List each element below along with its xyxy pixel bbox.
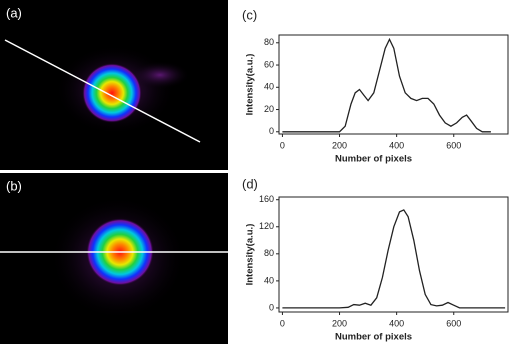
y-tick-label: 80 bbox=[264, 248, 274, 258]
y-axis-label: Intensity(a.u.) bbox=[245, 224, 256, 286]
x-tick-label: 0 bbox=[280, 318, 285, 328]
x-tick-label: 0 bbox=[280, 140, 285, 150]
image-b: (b) bbox=[0, 173, 228, 344]
y-tick-label: 80 bbox=[264, 37, 274, 47]
image-a: (a) bbox=[0, 0, 228, 170]
x-tick-label: 600 bbox=[446, 318, 461, 328]
x-tick-label: 600 bbox=[446, 140, 461, 150]
panel-label: (b) bbox=[6, 178, 22, 193]
y-tick-label: 0 bbox=[269, 302, 274, 312]
x-tick-label: 400 bbox=[389, 318, 404, 328]
panel-label: (c) bbox=[242, 7, 257, 22]
y-tick-label: 40 bbox=[264, 82, 274, 92]
data-line bbox=[282, 37, 491, 133]
x-tick-label: 200 bbox=[332, 318, 347, 328]
x-tick-label: 200 bbox=[332, 140, 347, 150]
data-line bbox=[282, 209, 506, 309]
panel-label: (d) bbox=[242, 176, 258, 191]
y-tick-label: 0 bbox=[269, 126, 274, 136]
y-tick-label: 120 bbox=[259, 221, 274, 231]
x-axis-label: Number of pixels bbox=[335, 332, 412, 343]
x-tick-label: 400 bbox=[389, 140, 404, 150]
y-tick-label: 40 bbox=[264, 275, 274, 285]
y-tick-label: 160 bbox=[259, 194, 274, 204]
y-tick-label: 60 bbox=[264, 59, 274, 69]
y-axis-label: Intensity(a.u.) bbox=[245, 54, 256, 116]
panel-label: (a) bbox=[6, 5, 22, 20]
plot-frame bbox=[278, 34, 509, 135]
y-tick-label: 20 bbox=[264, 104, 274, 114]
x-axis-label: Number of pixels bbox=[335, 154, 412, 165]
plot-frame bbox=[278, 196, 509, 313]
